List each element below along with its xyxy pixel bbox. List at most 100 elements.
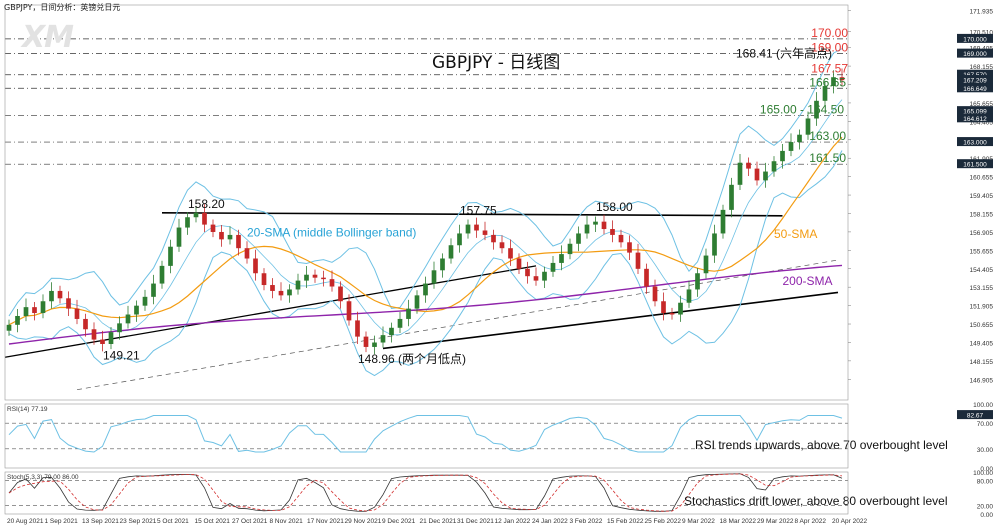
rsi-line	[8, 415, 843, 453]
candle-body	[627, 242, 632, 253]
candle-body	[788, 142, 794, 151]
stoch-tick-label: 20.00	[977, 504, 994, 511]
date-tick-label: 24 Jan 2022	[532, 518, 568, 525]
date-tick-label: 8 Apr 2022	[795, 518, 827, 525]
candle-body	[423, 283, 428, 296]
candle-body	[533, 276, 539, 281]
candle-body	[91, 329, 97, 340]
candle-body	[219, 231, 224, 240]
stoch-d-line	[8, 473, 843, 512]
candle-body	[550, 262, 556, 272]
candle-body	[618, 234, 624, 243]
price-label-text: 170.000	[963, 36, 987, 43]
candle-body	[542, 271, 547, 281]
rsi-tick-label: 100.00	[973, 402, 993, 409]
level-label: 167.57	[811, 62, 848, 76]
price-label-text: 165.099	[963, 109, 987, 116]
candle-body	[771, 161, 777, 172]
level-label: 163.00	[809, 129, 846, 143]
candle-body	[142, 296, 148, 306]
candle-body	[6, 324, 12, 331]
date-tick-label: 25 Feb 2022	[645, 518, 682, 525]
price-label-text: 169.000	[963, 51, 987, 58]
candle-body	[253, 258, 258, 274]
price-tick-label: 159.405	[970, 193, 994, 200]
stoch-tick-label: 100.00	[973, 470, 993, 477]
candle-body	[559, 254, 564, 263]
date-tick-label: 5 Oct 2021	[157, 518, 189, 525]
symbol-header: GBPJPY，日间分析：英镑兑日元	[4, 3, 121, 12]
level-label: 170.00	[811, 26, 848, 40]
rising-trendline-lower	[382, 291, 839, 350]
date-tick-label: 13 Sep 2021	[82, 518, 119, 525]
candle-body	[754, 168, 760, 181]
candle-body	[499, 242, 505, 249]
date-tick-label: 18 Mar 2022	[720, 518, 757, 525]
candle-body	[737, 162, 743, 185]
candle-body	[227, 234, 233, 240]
price-annotation: 168.41 (六年高点)	[736, 45, 832, 60]
candle-body	[491, 234, 496, 243]
price-tick-label: 149.405	[970, 340, 994, 347]
candle-body	[474, 224, 479, 231]
candle-body	[193, 212, 199, 218]
stoch-tick-label: 80.00	[977, 478, 994, 485]
price-annotation: 158.00	[596, 200, 633, 214]
level-label: 169.00	[811, 41, 848, 55]
rsi-tick-label: 70.00	[977, 421, 994, 428]
price-label-box	[957, 75, 993, 85]
price-tick-label: 154.405	[970, 267, 994, 274]
candle-body	[652, 286, 658, 302]
candle-body	[312, 274, 318, 278]
date-tick-label: 9 Dec 2021	[382, 518, 416, 525]
candle-body	[814, 100, 819, 119]
candle-body	[567, 243, 573, 255]
price-annotation: 149.21	[103, 348, 140, 362]
price-label-text: 164.612	[963, 116, 987, 123]
price-label-text: 167.209	[963, 78, 987, 85]
candle-body	[584, 224, 590, 234]
candle-body	[74, 308, 80, 319]
stoch-panel-frame	[4, 471, 849, 515]
candle-body	[57, 290, 63, 299]
rsi-note: RSI trends upwards, above 70 overbought …	[695, 438, 948, 452]
candle-body	[644, 268, 649, 287]
candle-body	[287, 289, 292, 296]
price-label-text: 163.000	[963, 140, 987, 147]
candle-body	[746, 162, 751, 169]
candle-body	[729, 184, 734, 210]
candle-body	[797, 134, 802, 143]
candle-body	[100, 339, 105, 344]
price-tick-label: 170.510	[970, 29, 994, 36]
price-tick-label: 153.155	[970, 285, 994, 292]
candle-body	[703, 255, 709, 274]
price-tick-label: 155.655	[970, 248, 994, 255]
price-annotation: 157.75	[460, 203, 497, 217]
candle-body	[321, 277, 326, 280]
price-tick-label: 158.155	[970, 211, 994, 218]
date-tick-label: 8 Nov 2021	[270, 518, 304, 525]
price-tick-label: 150.655	[970, 322, 994, 329]
date-tick-label: 17 Nov 2021	[307, 518, 344, 525]
candle-body	[431, 270, 437, 284]
candle-body	[525, 268, 530, 277]
candle-body	[448, 245, 454, 259]
price-label-box	[957, 106, 993, 116]
date-tick-label: 23 Sep 2021	[120, 518, 157, 525]
candle-body	[516, 258, 522, 269]
candle-body	[406, 308, 411, 319]
candle-body	[185, 217, 190, 228]
stoch-tick-label: 0.00	[980, 512, 993, 519]
date-tick-label: 3 Feb 2022	[570, 518, 603, 525]
stoch-title: Stoch(5,3,3) 79.00 86.00	[7, 474, 79, 481]
candle-body	[278, 290, 284, 296]
sma200-line	[8, 264, 843, 345]
candle-body	[346, 301, 352, 321]
price-tick-label: 160.655	[970, 175, 994, 182]
price-tick-label: 148.155	[970, 359, 994, 366]
candle-body	[125, 314, 131, 324]
price-label-box	[957, 48, 993, 58]
candle-body	[304, 274, 309, 281]
candle-body	[176, 227, 182, 247]
candle-body	[576, 233, 581, 244]
